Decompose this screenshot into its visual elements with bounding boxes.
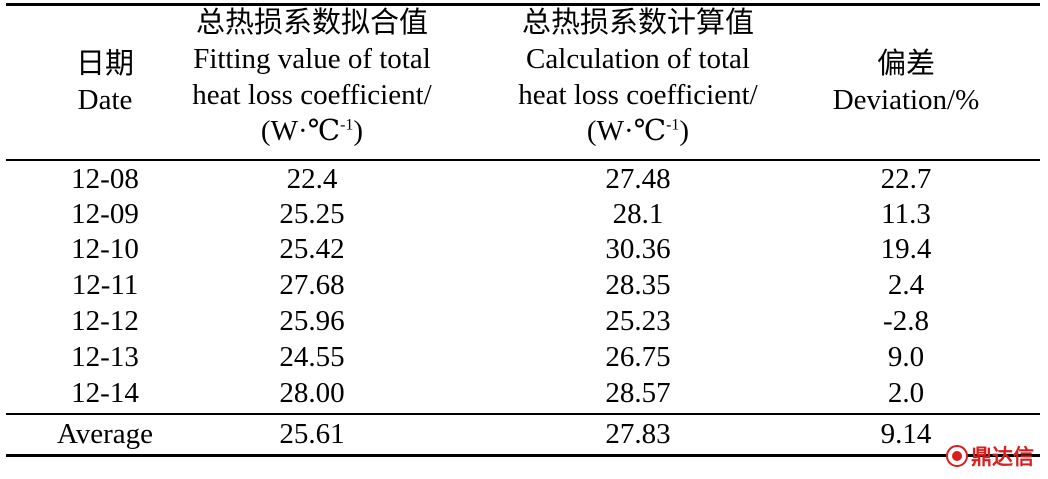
header-fit-en-line2: heat loss coefficient/ [192,79,432,111]
cell-deviation: 11.3 [881,198,931,230]
average-fitting-value: 25.61 [279,418,345,450]
cell-fitting-value: 25.96 [279,305,345,337]
cell-date: 12-08 [71,163,139,195]
header-fit-en-line1: Fitting value of total [193,43,431,75]
cell-deviation: 22.7 [880,163,932,195]
cell-deviation: 2.0 [887,377,925,409]
cell-calculated-value: 28.57 [605,377,671,409]
average-row: Average 25.61 27.83 9.14 [0,417,1048,452]
header-dev-en: Deviation/% [832,84,980,116]
bottom-rule [6,454,1040,457]
cell-calculated-value: 27.48 [605,163,671,195]
header-date: 日期 Date [20,46,190,118]
cell-calculated-value: 25.23 [605,305,671,337]
header-calc-en-line2: heat loss coefficient/ [518,79,758,111]
header-rule [6,159,1040,161]
header-calc-unit: (W·℃-1) [586,115,690,147]
cell-calculated-value: 30.36 [605,233,671,265]
cell-fitting-value: 27.68 [279,269,345,301]
table-row: 12-14 28.00 28.57 2.0 [0,376,1048,411]
cell-date: 12-10 [71,233,139,265]
cell-deviation: -2.8 [883,305,929,337]
cell-deviation: 9.0 [887,341,925,373]
top-rule [6,3,1040,6]
header-fitting-value: 总热损系数拟合值 Fitting value of total heat los… [170,5,454,149]
header-calc-cn: 总热损系数计算值 [521,7,754,39]
average-calculated-value: 27.83 [605,418,671,450]
watermark-logo: 鼎达信 [946,441,1034,471]
cell-fitting-value: 25.42 [279,233,345,265]
average-deviation: 9.14 [880,418,932,450]
header-date-en: Date [77,84,133,116]
cell-calculated-value: 28.1 [612,198,664,230]
header-fit-cn: 总热损系数拟合值 [195,7,428,39]
cell-date: 12-13 [71,341,139,373]
header-dev-cn: 偏差 [876,48,935,80]
cell-date: 12-12 [71,305,139,337]
header-deviation: 偏差 Deviation/% [800,46,1012,118]
header-calculation: 总热损系数计算值 Calculation of total heat loss … [490,5,786,149]
cell-fitting-value: 22.4 [286,163,338,195]
table-row: 12-13 24.55 26.75 9.0 [0,340,1048,375]
header-fit-unit: (W·℃-1) [260,115,364,147]
table-row: 12-08 22.4 27.48 22.7 [0,162,1048,197]
cell-date: 12-11 [71,269,139,301]
cell-deviation: 19.4 [880,233,932,265]
cell-date: 12-14 [71,377,139,409]
cell-deviation: 2.4 [887,269,925,301]
cell-calculated-value: 26.75 [605,341,671,373]
table-row: 12-12 25.96 25.23 -2.8 [0,304,1048,339]
cell-calculated-value: 28.35 [605,269,671,301]
header-calc-en-line1: Calculation of total [526,43,750,75]
average-label: Average [56,418,154,450]
table-row: 12-10 25.42 30.36 19.4 [0,232,1048,267]
cell-date: 12-09 [71,198,139,230]
cell-fitting-value: 25.25 [279,198,345,230]
cell-fitting-value: 28.00 [279,377,345,409]
seal-icon [946,445,968,467]
watermark-text: 鼎达信 [971,445,1034,469]
table-row: 12-11 27.68 28.35 2.4 [0,268,1048,303]
cell-fitting-value: 24.55 [279,341,345,373]
average-rule [6,413,1040,415]
table-row: 12-09 25.25 28.1 11.3 [0,197,1048,232]
header-date-cn: 日期 [75,48,134,80]
